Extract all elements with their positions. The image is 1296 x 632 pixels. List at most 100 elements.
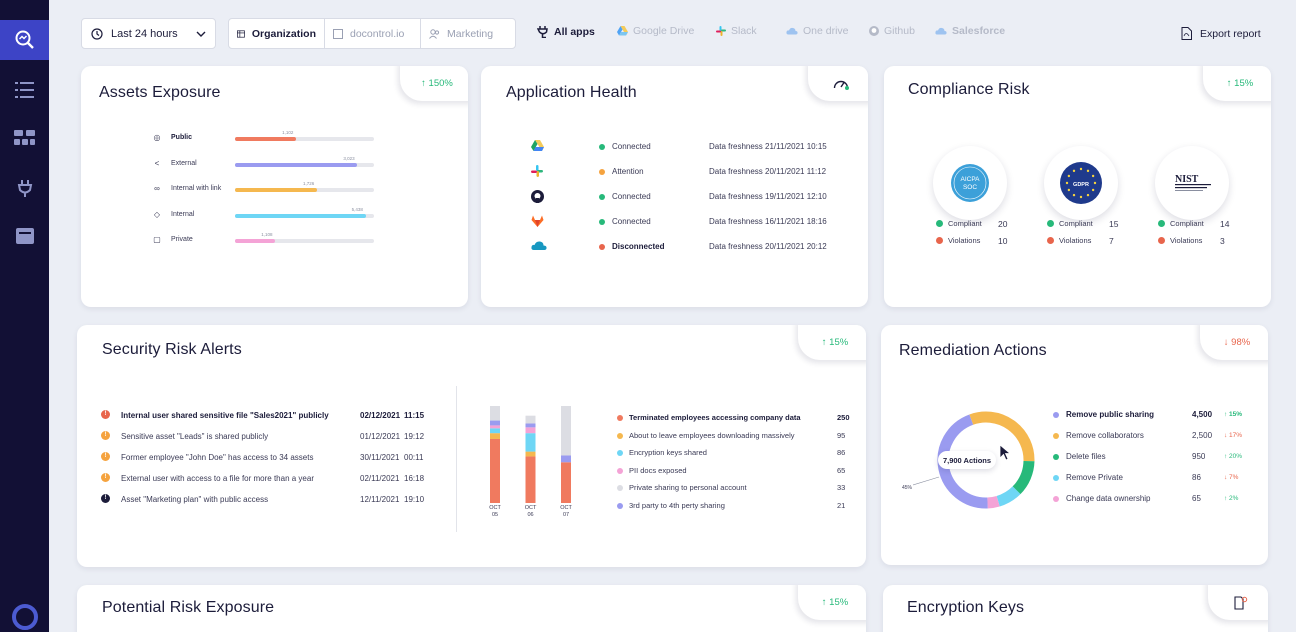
star [1079, 167, 1083, 171]
sidebar-item-inbox[interactable] [0, 216, 49, 256]
legend-label: 3rd party to 4th perty sharing [629, 500, 725, 510]
alert-severity-icon: ! [101, 452, 110, 461]
remediation-row: Remove Private 86 ↓ 7% [1053, 473, 1253, 485]
star [1065, 181, 1069, 185]
asset-row: < External [153, 159, 197, 168]
asset-bar-value: 1,102 [282, 130, 294, 135]
donut-slice [1012, 460, 1035, 495]
legend-label: Terminated employees accessing company d… [629, 413, 801, 422]
status-dot [599, 194, 605, 200]
sidebar-item-analytics[interactable] [0, 20, 49, 60]
export-report-button[interactable]: Export report [1181, 27, 1261, 40]
asset-row-label: External [171, 159, 197, 167]
encryption-search-badge[interactable] [1208, 585, 1268, 620]
health-gauge-badge[interactable] [808, 66, 868, 101]
alert-time: 19:12 [404, 432, 425, 441]
alert-text: Asset "Marketing plan" with public acces… [121, 495, 269, 504]
health-row-slack: Attention Data freshness 20/11/2021 11:12 [531, 165, 861, 179]
remediation-value: 4,500 [1192, 410, 1213, 419]
app-filter-github[interactable]: Github [869, 25, 915, 37]
remediation-label: Remove collaborators [1066, 431, 1144, 440]
app-filter-slack[interactable]: Slack [716, 25, 757, 37]
alert-text: External user with access to a file for … [121, 474, 314, 483]
health-freshness: Data freshness 16/11/2021 18:16 [709, 217, 827, 226]
time-filter-dropdown[interactable]: Last 24 hours [81, 18, 216, 49]
alert-date: 02/11/2021 [360, 474, 400, 483]
legend-swatch [617, 467, 623, 474]
asset-bar-value: 1,108 [261, 232, 273, 237]
google-drive-icon [531, 140, 544, 151]
alert-row[interactable]: ! External user with access to a file for… [101, 473, 431, 485]
gdpr-compliant-label: Compliant [1059, 219, 1093, 228]
health-row-gitlab: Connected Data freshness 16/11/2021 18:16 [531, 215, 861, 229]
remediation-swatch [1053, 475, 1059, 481]
alert-row[interactable]: ! Sensitive asset "Leads" is shared publi… [101, 431, 431, 443]
legend-value: 95 [837, 430, 846, 440]
star [1067, 188, 1071, 192]
asset-bar-fill [235, 162, 358, 167]
alert-row[interactable]: ! Asset "Marketing plan" with public acce… [101, 494, 431, 506]
sidebar-item-apps[interactable] [0, 168, 49, 208]
app-filter-google-drive[interactable]: Google Drive [617, 25, 694, 37]
stack-segment [525, 451, 536, 457]
asset-bar-track: 1,726 [235, 181, 374, 192]
compliance-risk-card: Compliance Risk ↑ 15% AICPA SOC Compliant… [884, 66, 1271, 307]
remediation-row: Change data ownership 65 ↑ 2% [1053, 494, 1253, 506]
salesforce-icon [531, 241, 547, 250]
svg-text:AICPA: AICPA [960, 176, 980, 183]
asset-bar-track: 3,023 [235, 156, 374, 167]
legend-value: 21 [837, 500, 846, 510]
alert-severity-icon: ! [101, 410, 110, 419]
scope-organization[interactable]: Organization [228, 18, 325, 49]
inbox-icon [15, 228, 34, 244]
encryption-keys-card: Encryption Keys [883, 585, 1268, 632]
alert-time: 00:11 [404, 453, 424, 462]
health-status: Connected [612, 192, 651, 201]
alert-date: 12/11/2021 [360, 495, 400, 504]
plug-icon [537, 26, 548, 38]
health-row-github: Connected Data freshness 19/11/2021 12:10 [531, 190, 861, 204]
donut-slice [969, 411, 1035, 462]
mouse-cursor-icon [999, 444, 1011, 461]
nist-badge: NIST [1155, 146, 1229, 220]
stack-segment [525, 433, 536, 452]
github-icon [531, 190, 544, 203]
alert-row[interactable]: ! Former employee "John Doe" has access t… [101, 452, 431, 464]
shield-icon: ◇ [153, 209, 161, 219]
sidebar-item-list[interactable] [0, 70, 49, 110]
nist-logo: NIST [1175, 174, 1211, 191]
remediation-swatch [1053, 412, 1059, 418]
alert-severity-icon: ! [101, 494, 110, 503]
stack-segment [490, 425, 500, 429]
scope-marketing-label: Marketing [447, 27, 494, 40]
app-filter-onedrive-label: One drive [803, 25, 849, 37]
app-filter-slack-label: Slack [731, 25, 757, 37]
asset-bar-fill [235, 188, 317, 192]
app-filter-onedrive[interactable]: One drive [786, 25, 849, 37]
stack-segment [490, 433, 500, 439]
legend-value: 65 [837, 465, 846, 475]
app-filter-all[interactable]: All apps [537, 25, 595, 38]
scope-marketing[interactable]: Marketing [420, 18, 516, 49]
app-filter-google-drive-label: Google Drive [633, 25, 695, 37]
asset-bar-value: 5,438 [351, 206, 363, 212]
alerts-trend-badge: ↑ 15% [798, 325, 866, 360]
potential-risk-exposure-title: Potential Risk Exposure [102, 599, 275, 616]
remediation-label: Delete files [1066, 452, 1106, 461]
health-freshness: Data freshness 19/11/2021 12:10 [709, 192, 827, 201]
user-avatar-icon[interactable] [12, 604, 38, 630]
remediation-value: 950 [1192, 452, 1206, 461]
remediation-value: 86 [1192, 473, 1201, 482]
scope-docontrol[interactable]: docontrol.io [324, 18, 421, 49]
chevron-down-icon [196, 31, 206, 37]
gdpr-compliant-count: 15 [1109, 219, 1119, 229]
alert-row[interactable]: ! Internal user shared sensitive file "Sa… [101, 410, 431, 422]
stack-segment [561, 462, 571, 503]
star [1091, 188, 1095, 192]
stack-segment [490, 420, 500, 426]
sidebar-item-flow[interactable] [0, 118, 49, 158]
legend-swatch [617, 450, 623, 456]
bar-day-label: 07 [563, 512, 569, 518]
stack-segment [525, 427, 536, 434]
app-filter-salesforce[interactable]: Salesforce [935, 25, 1005, 37]
